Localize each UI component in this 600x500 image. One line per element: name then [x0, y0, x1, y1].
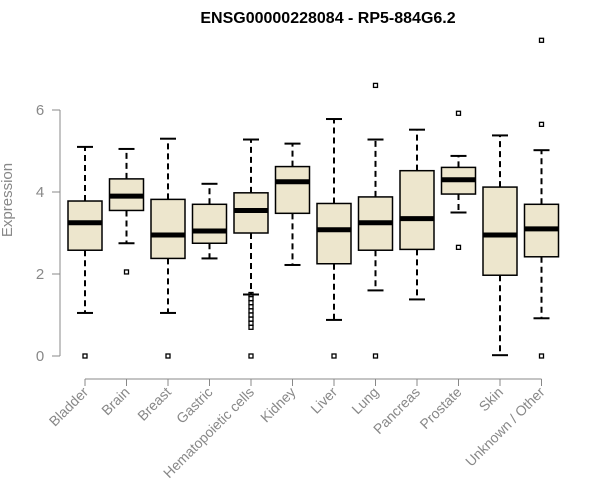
box-unknown-other: [523, 37, 560, 359]
outlier-point: [82, 353, 88, 359]
x-tick-label: Unknown / Other: [462, 384, 548, 470]
outlier-point: [248, 353, 254, 359]
outlier-point: [538, 37, 545, 43]
x-tick-label: Liver: [307, 384, 340, 417]
iqr-box: [399, 169, 435, 251]
box-gastric: [191, 182, 228, 260]
box-prostate: [440, 110, 477, 251]
y-axis: 0 2 4 6: [36, 102, 61, 365]
boxes-group: [67, 37, 560, 359]
outlier-point: [248, 300, 254, 306]
y-tick-label: 0: [36, 348, 44, 365]
box-liver: [316, 118, 352, 359]
outlier-point: [455, 110, 462, 116]
iqr-box: [67, 200, 103, 251]
y-tick-label: 6: [36, 102, 44, 119]
iqr-box: [150, 198, 186, 260]
outlier-point: [248, 324, 254, 330]
outlier-point: [248, 304, 254, 310]
x-tick-label: Breast: [134, 384, 174, 424]
box-bladder: [67, 145, 103, 359]
outlier-point: [455, 244, 462, 251]
outlier-point: [372, 82, 379, 89]
outlier-point: [248, 295, 254, 302]
outlier-point: [248, 312, 254, 318]
outlier-point: [165, 353, 171, 359]
x-tick-label: Skin: [476, 384, 507, 415]
x-tick-label: Bladder: [46, 384, 92, 430]
outlier-point: [372, 353, 379, 359]
outlier-point: [331, 353, 337, 359]
outlier-point: [248, 308, 254, 314]
y-tick-label: 4: [36, 184, 44, 201]
iqr-box: [191, 203, 228, 245]
outlier-point: [248, 316, 254, 322]
box-lung: [357, 82, 394, 359]
box-skin: [482, 134, 518, 357]
x-tick-label: Brain: [98, 384, 132, 418]
y-tick-label: 2: [36, 266, 44, 283]
outlier-point: [248, 291, 254, 298]
box-hematopoietic-cells: [233, 138, 269, 359]
outlier-point: [123, 269, 130, 275]
iqr-box: [482, 186, 518, 276]
box-pancreas: [399, 128, 435, 301]
x-tick-label: Kidney: [257, 384, 299, 426]
outlier-point: [248, 320, 254, 326]
box-breast: [150, 137, 186, 359]
x-tick-label: Prostate: [416, 384, 464, 432]
box-kidney: [274, 142, 311, 266]
box-brain: [108, 147, 145, 275]
x-tick-label: Lung: [348, 384, 381, 417]
outlier-point: [538, 353, 545, 359]
iqr-box: [274, 165, 311, 215]
outlier-point: [538, 121, 545, 127]
iqr-box: [316, 202, 352, 265]
y-axis-label: Expression: [0, 163, 16, 237]
chart-title: ENSG00000228084 - RP5-884G6.2: [200, 10, 455, 27]
